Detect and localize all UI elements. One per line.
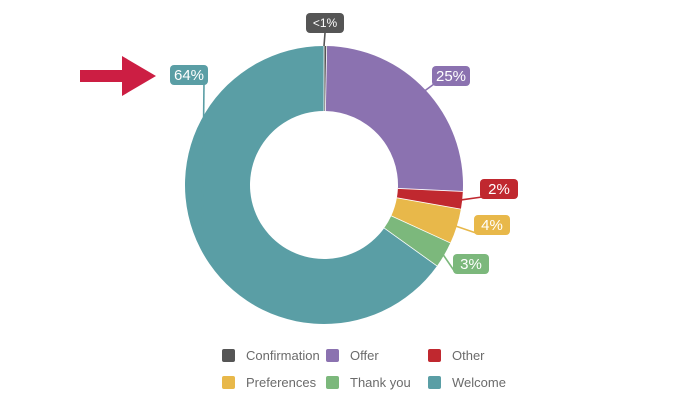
donut-slice-offer [325,46,463,192]
legend-swatch [428,348,441,362]
data-label-text: 3% [460,256,482,273]
highlight-arrow-icon [80,56,156,96]
legend-swatch [326,375,339,389]
legend-label: Offer [350,347,379,363]
slice-separator [383,227,438,267]
legend-item-other: Other [428,346,485,364]
legend-label: Preferences [246,374,317,390]
data-label-preferences: 4% [474,215,510,235]
leader-line [323,32,326,47]
leader-line [201,82,205,248]
data-label-offer: 25% [432,66,470,86]
data-label-box [432,66,470,86]
slice-separator [325,46,328,112]
donut-slice-welcome [185,46,437,324]
data-label-box [306,13,344,33]
legend-label: Welcome [452,374,506,390]
legend-swatch [326,348,339,362]
legend-item-thank-you: Thank you [326,373,411,391]
data-label-confirmation: <1% [306,13,344,33]
data-label-box [480,179,518,199]
legend-label: Other [452,347,485,363]
data-label-text: <1% [313,16,338,30]
leader-line [441,253,456,273]
legend-swatch [222,348,235,362]
slice-separator [396,197,461,210]
legend-item-offer: Offer [326,346,379,364]
data-label-box [453,254,489,274]
legend-row-2: Preferences Thank you Welcome [222,373,542,400]
legend-swatch [222,375,235,389]
leader-line [454,224,477,234]
legend-row-1: Confirmation Offer Other [222,346,542,373]
slice-separator [397,188,463,192]
legend-item-confirmation: Confirmation [222,346,320,364]
legend-item-welcome: Welcome [428,373,506,391]
data-label-text: 2% [488,181,510,198]
legend-item-preferences: Preferences [222,373,316,391]
data-label-thank-you: 3% [453,254,489,274]
donut-slice-other [396,188,463,210]
slice-separator [391,215,451,244]
data-label-text: 64% [174,67,204,84]
legend-label: Thank you [350,374,411,390]
data-label-text: 4% [481,217,503,234]
data-label-box [474,215,510,235]
legend-label: Confirmation [246,347,320,363]
leader-line [460,196,483,201]
data-label-other: 2% [480,179,518,199]
chart-legend: Confirmation Offer Other Preferences Tha… [222,346,542,400]
donut-slice-preferences [391,197,461,243]
data-label-welcome: 64% [170,65,208,85]
data-label-text: 25% [436,68,466,85]
donut-slice-thank-you [384,215,451,266]
data-label-box [170,65,208,85]
leader-line [423,83,435,92]
legend-swatch [428,375,441,389]
